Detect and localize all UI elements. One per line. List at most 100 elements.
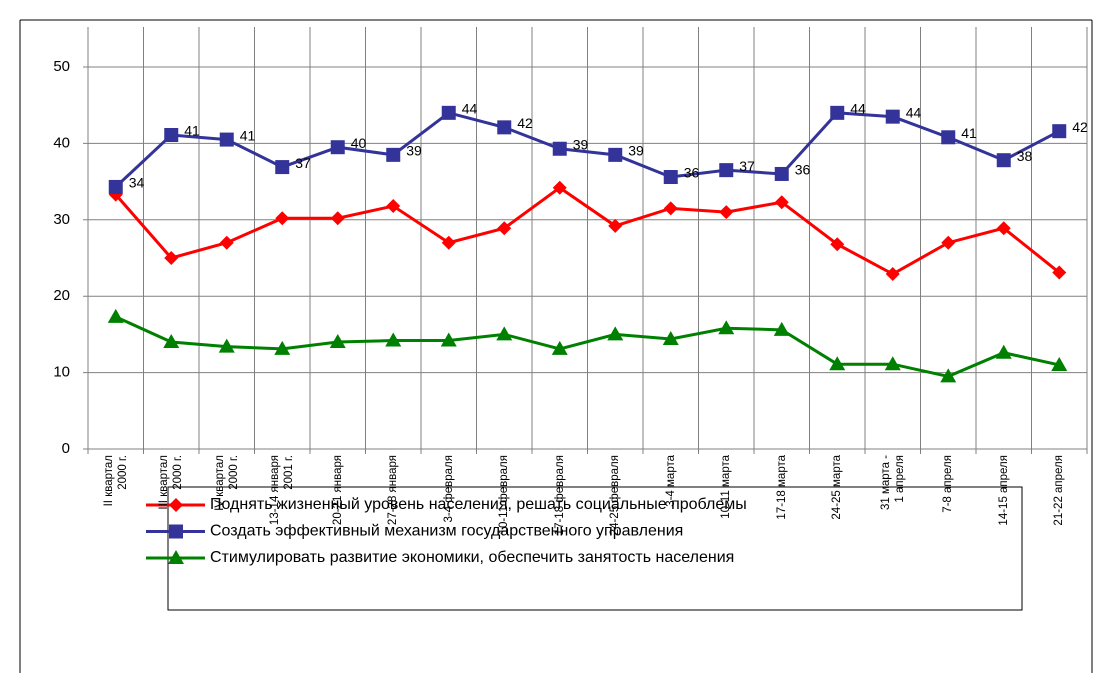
data-label: 39	[573, 136, 589, 152]
data-label: 39	[406, 143, 422, 159]
x-tick-label: 24-25 февраля	[609, 455, 622, 536]
data-point	[663, 170, 678, 185]
x-tick-label: 10-11 марта	[720, 455, 733, 519]
data-point	[829, 356, 846, 371]
x-tick-label: 20-21 января	[331, 455, 344, 526]
data-point	[1052, 124, 1067, 139]
legend-box	[167, 486, 1023, 611]
data-label: 40	[351, 135, 367, 151]
data-point	[551, 340, 568, 355]
data-point	[385, 332, 402, 347]
data-point	[830, 105, 845, 120]
data-point	[497, 120, 512, 135]
x-tick-label: 13-14 января 2001 г.	[269, 455, 296, 526]
data-point	[552, 141, 567, 156]
data-point	[885, 109, 900, 124]
data-point	[164, 251, 179, 265]
x-tick-label: II квартал 2000 г.	[102, 455, 129, 507]
x-tick-label: 31 марта - 1 апреля	[879, 455, 906, 510]
x-tick-label: 14-15 апреля	[997, 455, 1010, 526]
data-point	[497, 221, 512, 236]
data-label: 42	[1072, 119, 1088, 135]
data-label: 41	[240, 127, 256, 143]
data-point	[941, 130, 956, 145]
data-point	[940, 368, 957, 383]
data-point	[441, 235, 456, 250]
data-point	[996, 153, 1011, 168]
data-point	[884, 356, 901, 371]
x-tick-label: 7-8 апреля	[942, 455, 955, 513]
data-point	[607, 326, 624, 341]
legend-marker	[169, 524, 183, 539]
data-label: 36	[795, 162, 811, 178]
x-tick-label: III квартал 2000 г.	[158, 455, 185, 510]
data-point	[219, 132, 234, 147]
data-label: 44	[906, 104, 922, 120]
data-point	[662, 330, 679, 345]
legend-label: Стимулировать развитие экономики, обеспе…	[210, 549, 734, 566]
data-point	[774, 166, 789, 181]
x-tick-label: 10-11 февраля	[498, 455, 511, 535]
data-point	[1052, 265, 1067, 280]
data-point	[941, 235, 956, 250]
data-point	[441, 105, 456, 120]
data-point	[608, 218, 623, 233]
data-point	[995, 344, 1012, 359]
data-point	[773, 321, 790, 336]
data-point	[386, 147, 401, 162]
data-point	[219, 235, 234, 250]
data-point	[275, 160, 290, 175]
data-label: 34	[129, 175, 145, 191]
legend-marker	[169, 498, 183, 512]
data-label: 41	[961, 125, 977, 141]
data-point	[275, 211, 290, 226]
x-tick-label: IV квартал 2000 г.	[213, 455, 240, 511]
y-tick-label: 40	[53, 134, 70, 151]
data-point	[719, 205, 734, 220]
data-label: 44	[850, 101, 866, 117]
data-point	[663, 201, 678, 216]
data-label: 41	[184, 123, 200, 139]
data-point	[274, 340, 291, 355]
data-point	[440, 332, 457, 347]
data-point	[718, 320, 735, 335]
data-label: 38	[1017, 148, 1033, 164]
y-tick-label: 0	[62, 440, 70, 457]
data-label: 37	[295, 155, 311, 171]
data-point	[885, 267, 900, 282]
data-point	[163, 334, 180, 349]
legend-label: Создать эффективный механизм государстве…	[210, 523, 683, 540]
x-tick-label: 27-28 января	[387, 455, 400, 526]
data-point	[774, 195, 789, 210]
data-point	[218, 338, 235, 353]
series-line	[114, 185, 1061, 276]
x-tick-label: 17-18 февраля	[553, 455, 566, 536]
data-point	[1051, 356, 1068, 371]
data-point	[330, 211, 345, 226]
x-tick-label: 3-4 февраля	[442, 455, 455, 523]
x-tick-label: 3-4 марта	[664, 455, 677, 507]
data-point	[608, 147, 623, 162]
data-label: 36	[684, 165, 700, 181]
y-tick-label: 20	[53, 287, 70, 304]
data-label: 37	[739, 158, 755, 174]
series-line	[114, 111, 1060, 189]
data-point	[164, 127, 179, 142]
series-line	[115, 315, 1060, 378]
x-tick-label: 21-22 апреля	[1053, 455, 1066, 526]
data-point	[996, 221, 1011, 236]
y-tick-label: 30	[53, 211, 70, 228]
legend-label: Поднять жизненный уровень населения, реш…	[210, 496, 747, 513]
legend-marker	[168, 550, 184, 564]
x-tick-label: 24-25 марта	[831, 455, 844, 520]
data-point	[329, 334, 346, 349]
data-point	[386, 199, 401, 214]
data-point	[107, 308, 124, 323]
data-point	[830, 237, 845, 252]
data-point	[108, 179, 123, 194]
data-point	[552, 180, 567, 195]
x-tick-label: 17-18 марта	[775, 455, 788, 520]
y-tick-label: 10	[53, 364, 70, 381]
